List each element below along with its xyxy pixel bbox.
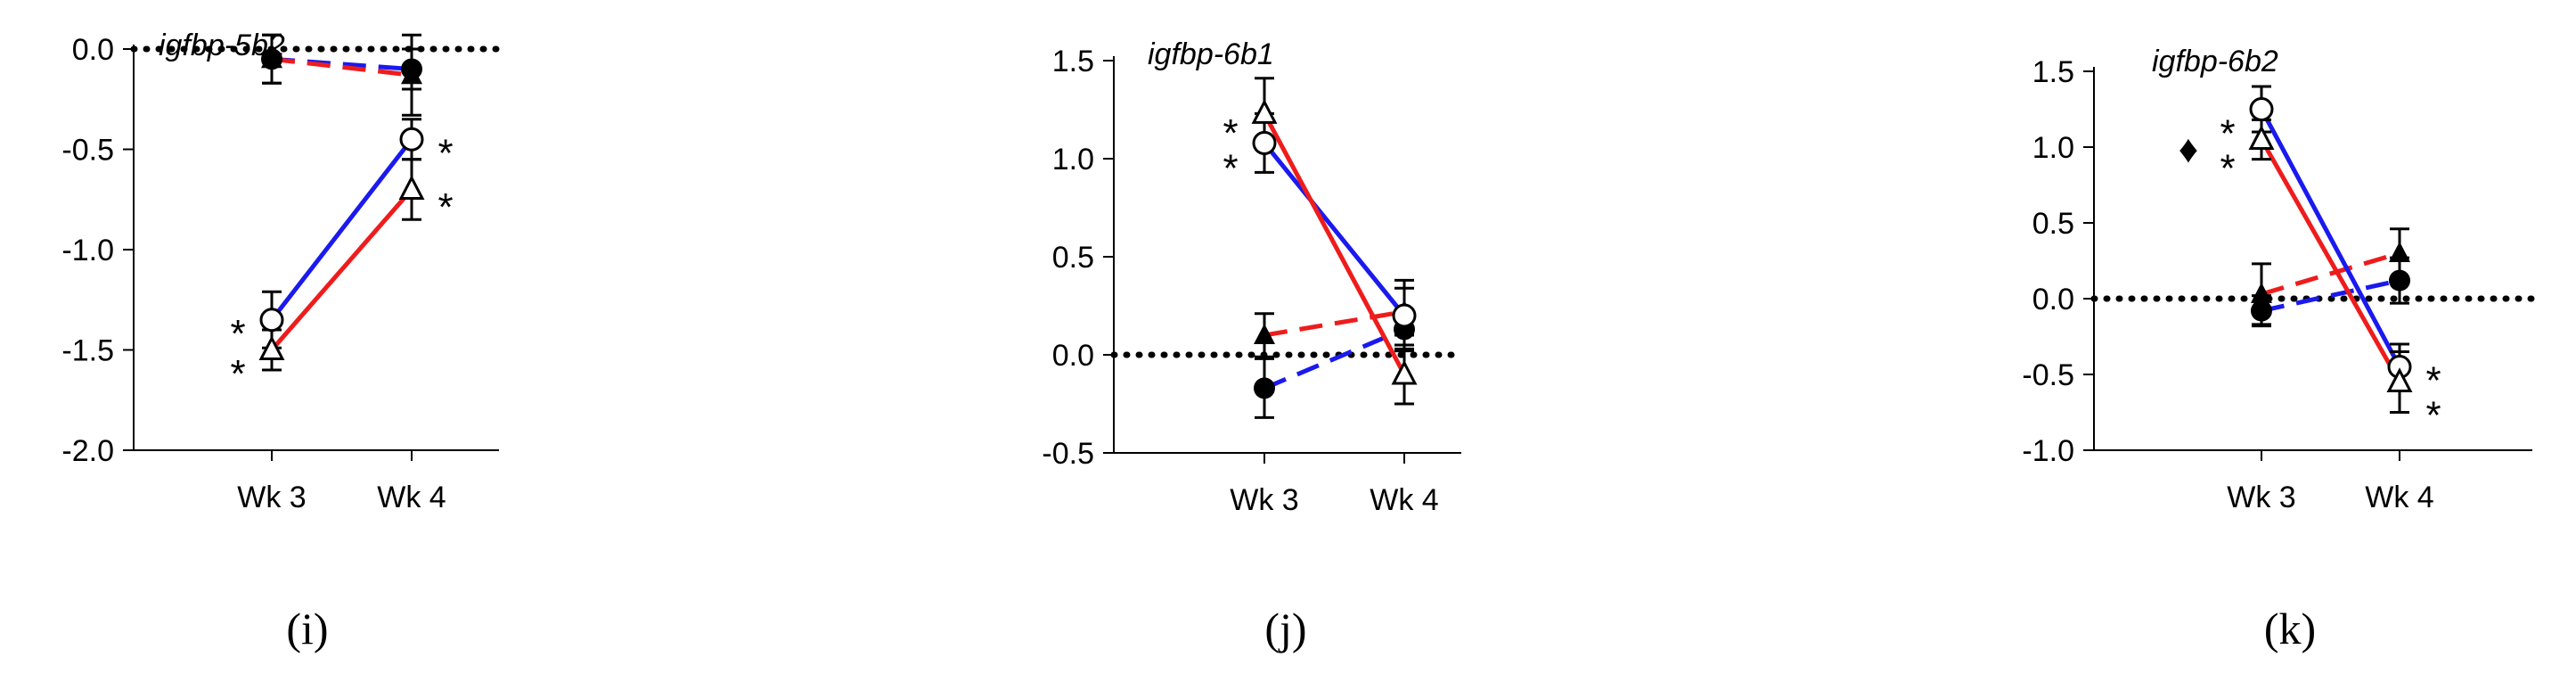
significance-mark: *: [2220, 111, 2235, 155]
series-line: [1263, 327, 1405, 390]
data-point: [2386, 367, 2413, 392]
chart-title: igfbp-6b2: [2152, 45, 2278, 78]
chart-title: igfbp-6b1: [1148, 37, 1274, 71]
series-line: [2261, 278, 2400, 314]
x-tick-label: Wk 3: [1230, 483, 1298, 517]
chart-panel-1: -2.0-1.5-1.0-0.50.0Wk 3 Wk 4igfbp-5b2****…: [61, 29, 503, 653]
series-line: [2259, 138, 2402, 383]
data-point: [261, 47, 282, 69]
y-tick-label: -0.5: [61, 134, 114, 168]
y-tick-label: 0.0: [1052, 339, 1094, 373]
chart-panel-3: -1.0-0.50.00.51.01.5Wk 3 Wk 4igfbp-6b2**♦…: [2022, 45, 2536, 653]
y-tick-label: 1.0: [1052, 143, 1094, 177]
series-line: [2259, 108, 2402, 368]
x-tick-label: Wk 3: [237, 481, 306, 514]
y-tick-label: -0.5: [1042, 437, 1094, 471]
data-point: [398, 175, 425, 200]
significance-mark: *: [438, 131, 453, 175]
y-tick-label: -2.0: [61, 434, 114, 468]
significance-mark: *: [230, 312, 245, 356]
series-line: [1262, 112, 1407, 376]
x-tick-label: Wk 4: [377, 481, 446, 514]
y-tick-label: -0.5: [2022, 358, 2074, 392]
series-line: [270, 187, 413, 352]
data-point: [1392, 303, 1417, 328]
y-tick-label: 0.5: [2032, 207, 2074, 241]
panel-label: (j): [1264, 604, 1306, 653]
significance-mark: *: [438, 185, 453, 229]
data-point: [1254, 377, 1275, 399]
significance-mark: *: [2425, 359, 2441, 403]
series-line: [2261, 251, 2400, 297]
data-point: [1251, 99, 1278, 124]
panel-label: (k): [2264, 604, 2316, 653]
panel-label: (i): [286, 604, 328, 653]
significance-mark: *: [1223, 147, 1238, 191]
data-point: [2389, 269, 2410, 292]
data-point: [1391, 359, 1418, 385]
y-tick-label: 1.5: [1052, 45, 1094, 78]
series-line: [270, 137, 413, 322]
significance-mark: *: [230, 352, 245, 396]
data-point: [2249, 97, 2274, 121]
data-point: [259, 308, 284, 333]
y-tick-label: 0.0: [72, 33, 114, 67]
data-point: [2389, 242, 2410, 262]
y-tick-label: -1.5: [61, 334, 114, 368]
y-tick-label: 0.5: [1052, 241, 1094, 275]
significance-mark: *: [1223, 111, 1238, 155]
data-point: [1254, 324, 1275, 344]
series-line: [1263, 309, 1405, 338]
data-point: [258, 335, 285, 360]
y-tick-label: 1.0: [2032, 131, 2074, 165]
series-line: [271, 56, 413, 71]
significance-mark: *: [2220, 147, 2235, 191]
data-point: [2248, 125, 2275, 150]
x-tick-label: Wk 4: [1370, 483, 1438, 517]
y-tick-label: 1.5: [2032, 55, 2074, 89]
significance-mark: *: [2425, 394, 2441, 438]
y-tick-label: 0.0: [2032, 283, 2074, 316]
data-point: [2251, 282, 2272, 303]
chart-panel-2: -0.5 0.0 0.5 1.0 1.5 Wk 3 Wk 4 igfbp-6b1 ** (j): [1042, 37, 1465, 653]
series-line: [1263, 141, 1406, 317]
data-point: [401, 63, 422, 85]
series-line: [271, 56, 413, 78]
x-tick-label: Wk 3: [2227, 481, 2295, 514]
data-point: [2251, 300, 2272, 322]
y-tick-label: -1.0: [2022, 434, 2074, 468]
y-tick-label: -1.0: [61, 234, 114, 267]
data-point: [399, 127, 424, 152]
significance-mark: ♦: [2179, 127, 2198, 171]
x-tick-label: Wk 4: [2365, 481, 2433, 514]
data-point: [1252, 130, 1277, 155]
